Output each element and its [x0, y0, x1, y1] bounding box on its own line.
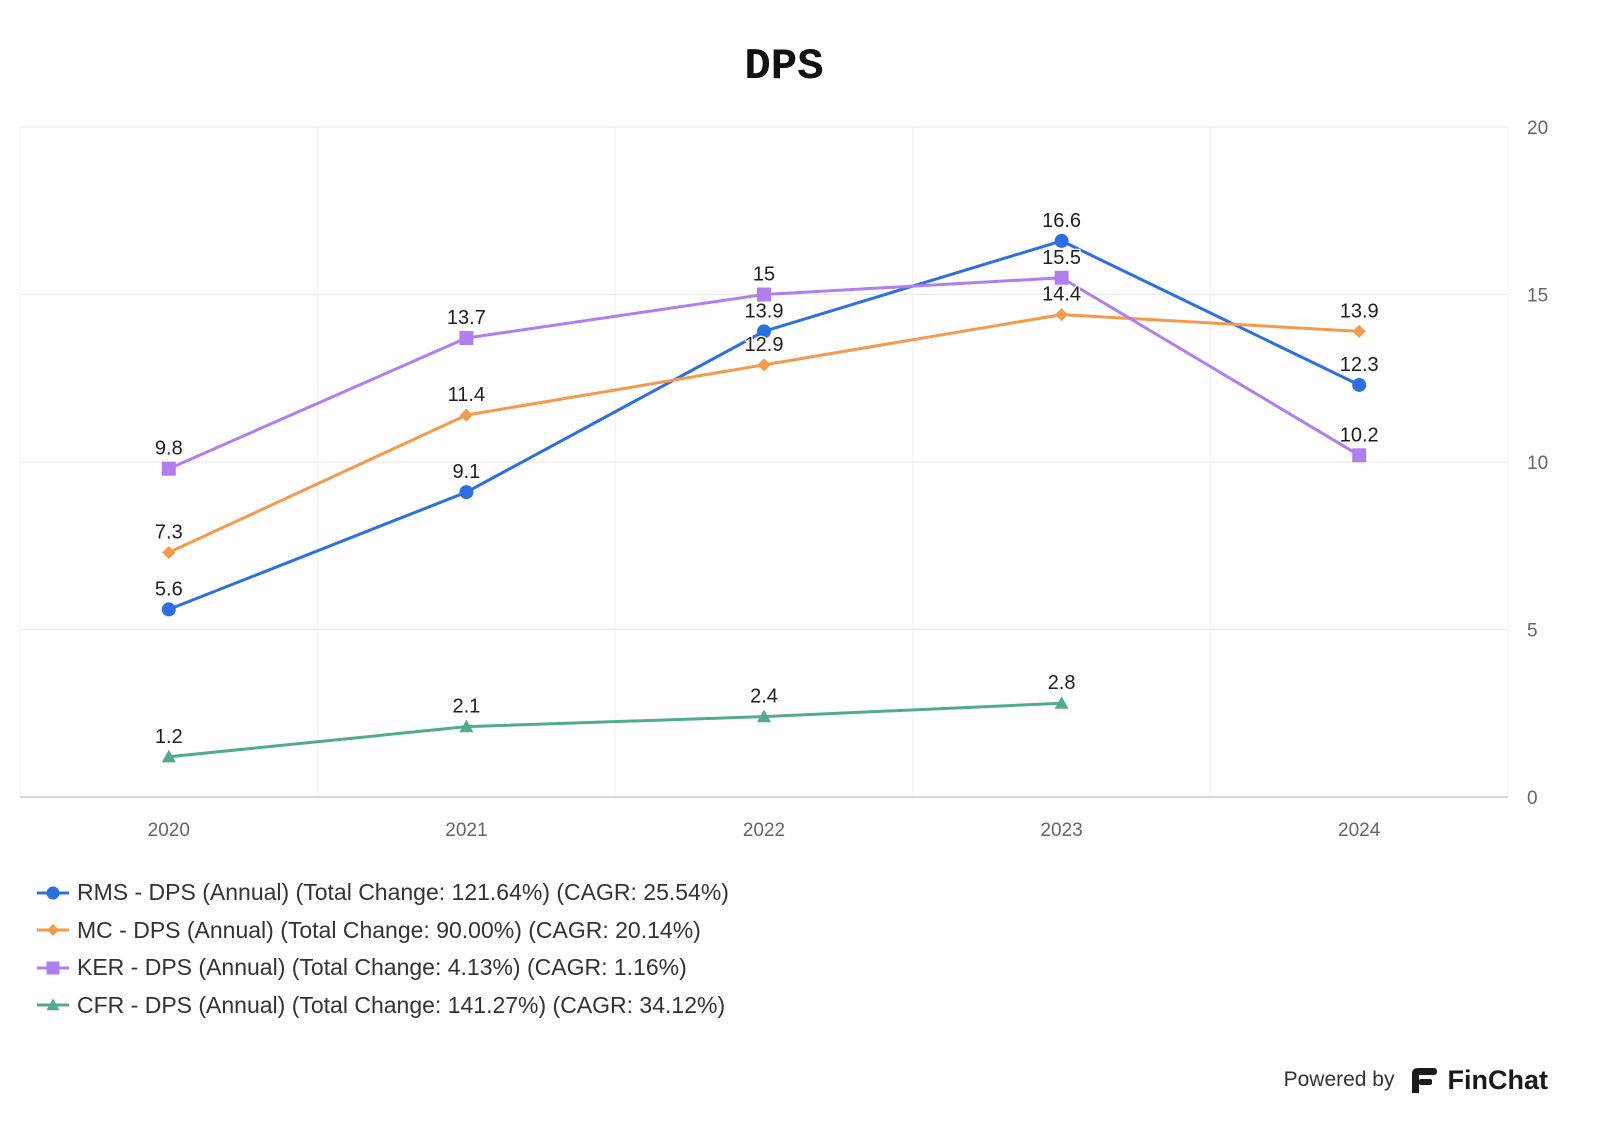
rms-data-label: 5.6: [155, 578, 183, 600]
mc-data-label: 11.4: [448, 384, 485, 406]
chart-title: DPS: [744, 42, 823, 92]
legend-item-label: RMS - DPS (Annual) (Total Change: 121.64…: [77, 879, 729, 906]
mc-data-label: 12.9: [745, 334, 784, 356]
data-labels: 5.6 9.1 13.9 16.6 12.3 7.3 11.4 12.9 14.4 13.9 9.8…: [154, 209, 1380, 749]
legend-symbol-marker: [47, 924, 59, 937]
cfr-point-2022: [757, 709, 771, 723]
cfr-data-label: 2.1: [452, 696, 480, 718]
y-tick-label: 15: [1527, 286, 1548, 307]
y-tick-label: 20: [1527, 118, 1548, 139]
cfr-point-2020: [161, 749, 176, 763]
point-markers: [161, 233, 1367, 763]
rms-data-label: 16.6: [1042, 210, 1081, 232]
mc-data-label: 14.4: [1042, 284, 1081, 306]
rms-data-label: 13.9: [745, 300, 784, 322]
mc-point-2020: [162, 545, 176, 559]
ker-point-2022: [757, 287, 771, 302]
x-tick-label: 2024: [1338, 820, 1381, 841]
ker-data-label: 13.7: [447, 307, 486, 329]
mc-data-label: 13.9: [1340, 300, 1379, 322]
cfr-point-2023: [1054, 696, 1069, 709]
diamond-marker-icon: [37, 924, 69, 937]
ker-data-label: 15: [753, 264, 775, 286]
legend-item-ker[interactable]: KER - DPS (Annual) (Total Change: 4.13%)…: [36, 949, 729, 987]
ker-data-label: 15.5: [1042, 247, 1081, 269]
powered-by-footer: Powered by FinChat: [1284, 1063, 1548, 1097]
rms-point-2023: [1054, 233, 1069, 248]
triangle-marker-icon: [37, 998, 69, 1011]
mc-point-2023: [1055, 308, 1069, 322]
mc-data-label: 7.3: [155, 521, 183, 543]
x-tick-label: 2022: [743, 820, 785, 841]
ker-point-2023: [1054, 270, 1069, 285]
finchat-brand-name: FinChat: [1447, 1064, 1549, 1095]
legend-item-cfr[interactable]: CFR - DPS (Annual) (Total Change: 141.27…: [36, 987, 729, 1025]
finchat-logo-icon: [1411, 1068, 1437, 1093]
legend-item-rms[interactable]: RMS - DPS (Annual) (Total Change: 121.64…: [36, 874, 729, 912]
legend-item-label: KER - DPS (Annual) (Total Change: 4.13%)…: [77, 954, 687, 981]
cfr-data-label: 2.4: [750, 686, 778, 708]
rms-data-label: 9.1: [452, 461, 480, 483]
legend-item-mc[interactable]: MC - DPS (Annual) (Total Change: 90.00%)…: [36, 912, 729, 950]
mc-point-2024: [1352, 324, 1366, 338]
y-tick-label: 5: [1527, 621, 1538, 642]
legend-symbol-marker: [46, 961, 60, 975]
square-marker-icon: [37, 961, 69, 975]
rms-point-2022: [757, 324, 771, 339]
cfr-data-label: 2.8: [1048, 672, 1076, 694]
chart-legend: RMS - DPS (Annual) (Total Change: 121.64…: [36, 874, 729, 1024]
x-tick-label: 2021: [445, 820, 487, 841]
rms-point-2021: [459, 485, 474, 500]
dps-line-chart: DPS 0 5 10 15 20 2020 2021 2022 2023 2024 5.6 9.1…: [19, 42, 1548, 841]
cfr-data-label: 1.2: [155, 726, 183, 748]
x-tick-label: 2020: [148, 820, 190, 841]
cfr-point-2021: [459, 719, 474, 733]
ker-point-2024: [1352, 448, 1367, 463]
cfr-series-line: [167, 701, 1064, 759]
ker-point-2021: [459, 331, 474, 346]
mc-point-2021: [459, 408, 473, 422]
rms-point-2020: [161, 602, 176, 617]
x-axis-labels: 2020 2021 2022 2023 2024: [148, 820, 1381, 841]
ker-data-label: 9.8: [155, 438, 183, 460]
mc-point-2022: [757, 358, 771, 372]
ker-data-label: 10.2: [1340, 424, 1379, 446]
legend-item-label: MC - DPS (Annual) (Total Change: 90.00%)…: [77, 916, 701, 943]
ker-point-2020: [161, 461, 176, 476]
y-tick-label: 0: [1527, 788, 1538, 809]
rms-point-2024: [1352, 377, 1367, 392]
y-axis-labels: 0 5 10 15 20: [1527, 118, 1548, 809]
y-tick-label: 10: [1527, 453, 1548, 474]
legend-symbol-marker: [46, 998, 60, 1011]
circle-marker-icon: [37, 886, 69, 900]
powered-by-text: Powered by: [1283, 1068, 1395, 1091]
rms-data-label: 12.3: [1340, 354, 1379, 376]
legend-symbol-marker: [46, 886, 60, 900]
legend-item-label: CFR - DPS (Annual) (Total Change: 141.27…: [77, 991, 726, 1018]
x-tick-label: 2023: [1040, 820, 1082, 841]
